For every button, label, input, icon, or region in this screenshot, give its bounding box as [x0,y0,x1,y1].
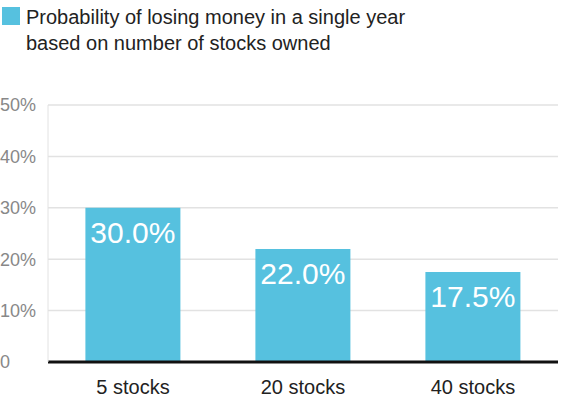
svg-text:30.0%: 30.0% [90,216,175,249]
svg-text:20%: 20% [8,250,36,270]
svg-text:50%: 50% [8,95,36,115]
svg-text:22.0%: 22.0% [260,257,345,290]
html-text:Probability of losing money in: Probability of losing money in a single … [26,6,406,54]
svg-text:40 stocks: 40 stocks [431,376,515,398]
svg-text:5 stocks: 5 stocks [96,376,169,398]
svg-text:20 stocks: 20 stocks [261,376,345,398]
svg-text:0: 0 [8,352,10,372]
svg-text:17.5%: 17.5% [430,280,515,313]
svg-text:40%: 40% [8,147,36,167]
svg-text:30%: 30% [8,198,36,218]
svg-text:10%: 10% [8,301,36,321]
